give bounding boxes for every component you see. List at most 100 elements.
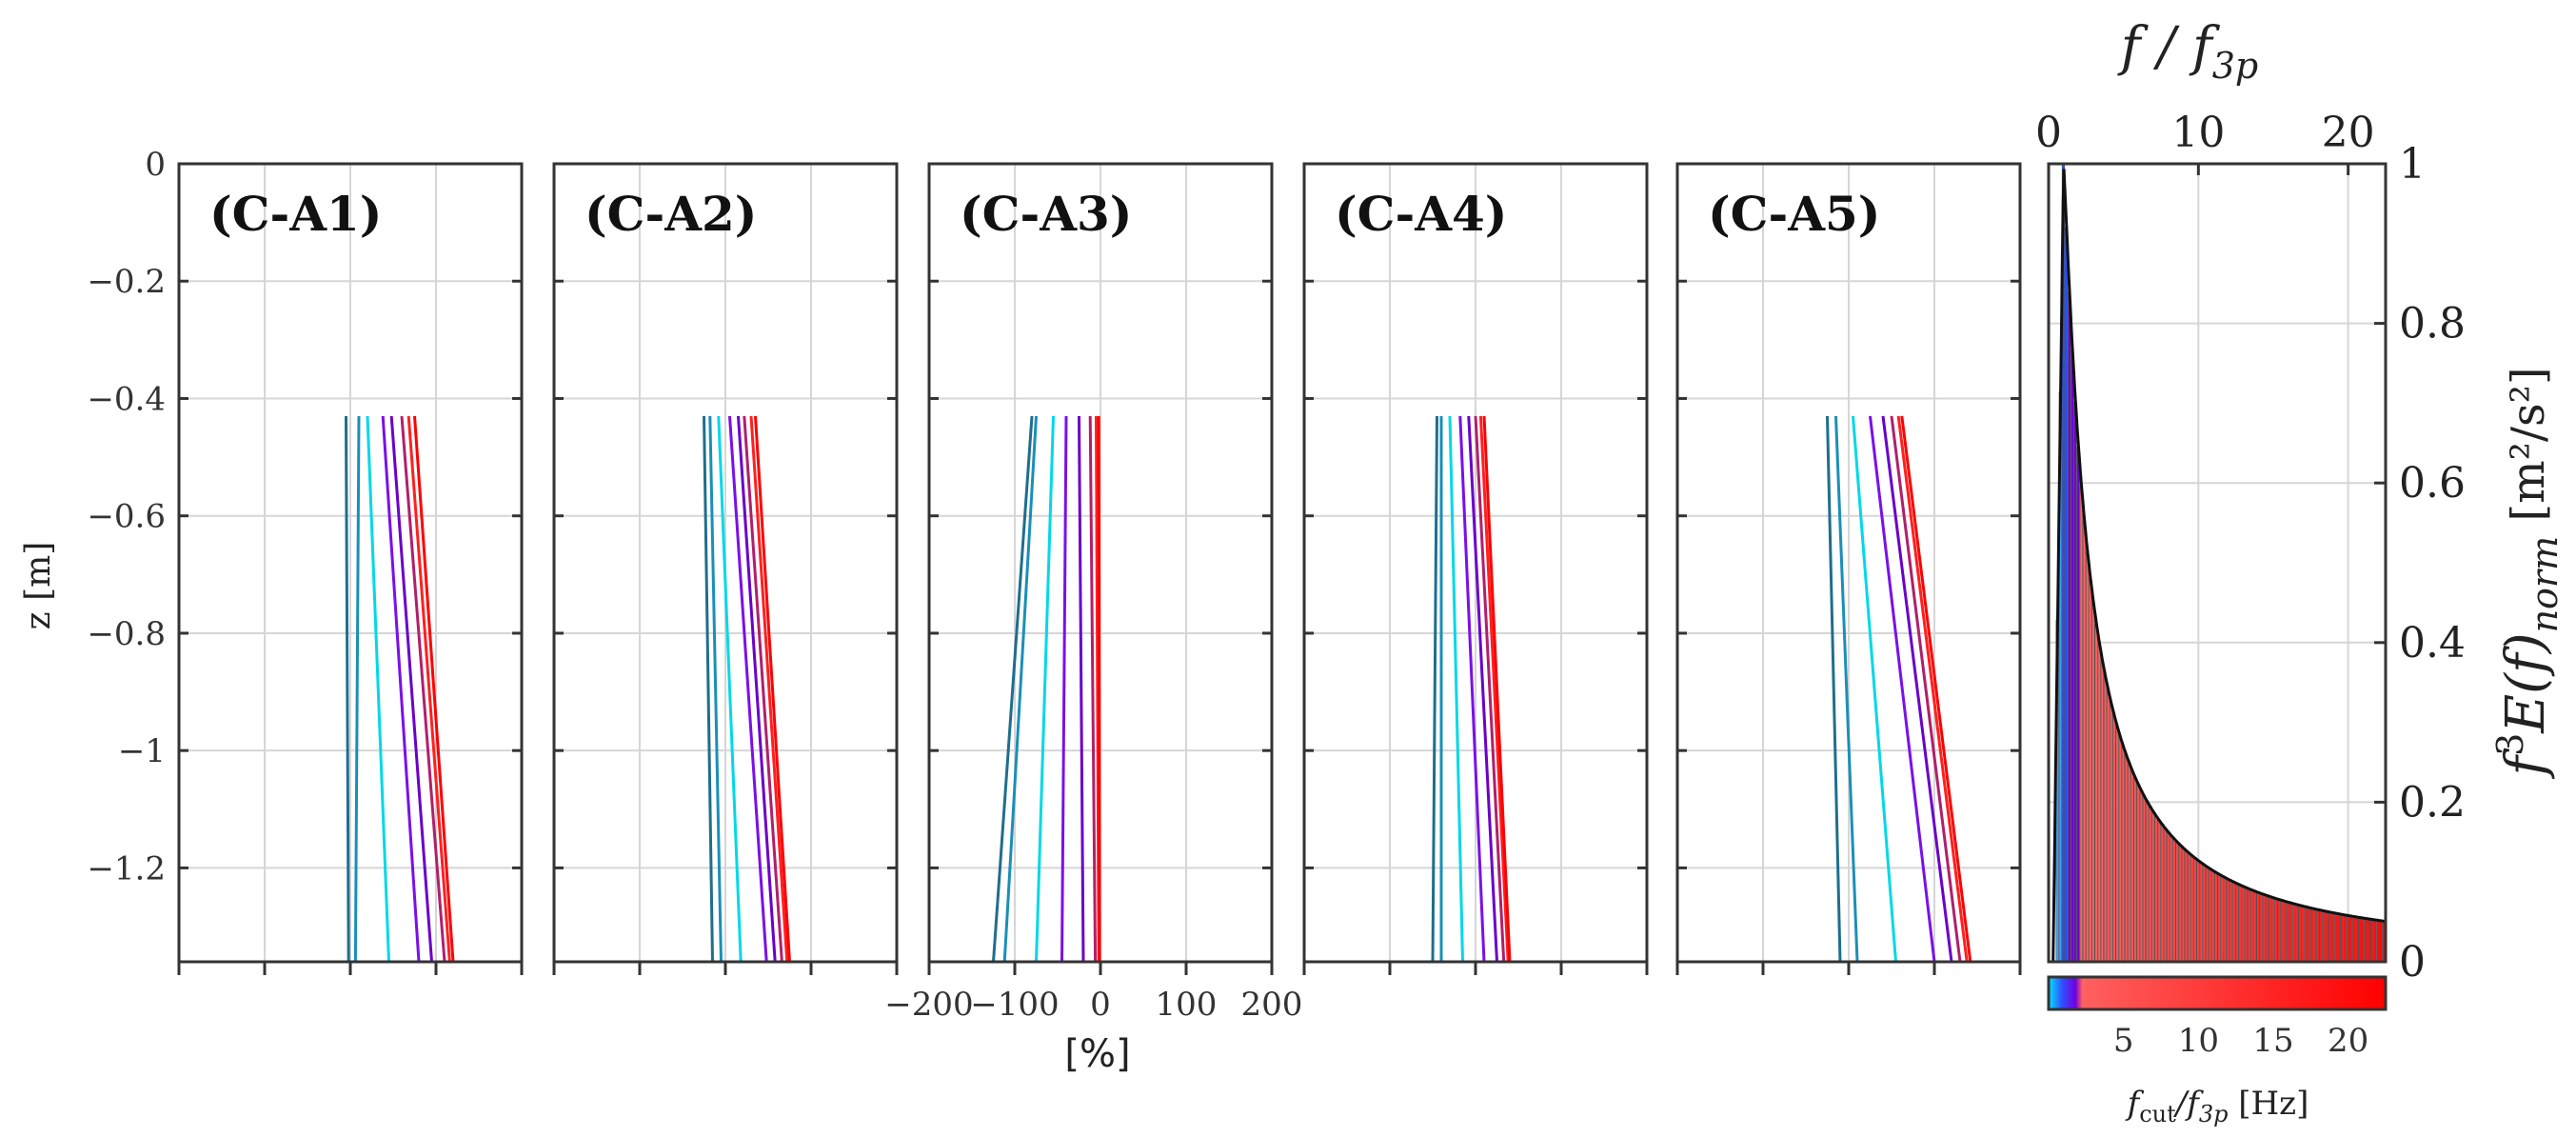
spectrum-bar [2094, 623, 2098, 963]
panel-label: (C-A3) [960, 186, 1132, 242]
spectrum-bar [2068, 291, 2071, 963]
top-x-tick-label: 10 [2171, 109, 2225, 157]
spectrum-bar [2352, 916, 2356, 963]
spectrum-frame [2047, 162, 2388, 964]
series-line-3 [1852, 415, 1897, 963]
y-tick-label: 0 [145, 146, 166, 184]
spectrum-bar [2166, 831, 2170, 963]
spectrum-envelope [2051, 169, 2387, 963]
spectrum-bar [2112, 715, 2116, 963]
spectrum-top-xlabel-sub: 3p [2212, 45, 2259, 87]
spectrum-bar [2223, 877, 2228, 963]
spectrum-bar [2229, 880, 2233, 963]
spectrum-bar [2091, 602, 2095, 963]
spectrum-bar [2100, 660, 2105, 963]
series-line-8 [1900, 415, 1972, 963]
spectrum-bar [2355, 916, 2359, 963]
spectrum-bar [2334, 912, 2338, 963]
spectrum-bar [2170, 835, 2173, 963]
spectrum-bar [2361, 917, 2365, 963]
colorbar-rect [2047, 975, 2388, 1011]
spectrum-bar [2202, 864, 2206, 963]
series-line-1 [992, 415, 1034, 963]
spectrum-bar [2241, 886, 2245, 963]
series-line-3 [717, 415, 743, 963]
spectrum-bar [2071, 349, 2074, 963]
spectrum-bar [2262, 894, 2266, 963]
panel-label: (C-A4) [1335, 186, 1507, 242]
spectrum-bar [2124, 754, 2129, 963]
spectrum-bar [2379, 920, 2383, 963]
series-line-1 [1826, 415, 1842, 963]
series-line-4 [381, 415, 421, 963]
spectrum-bar [2184, 850, 2189, 963]
series-line-2 [353, 415, 361, 963]
spectrum-bar [2325, 910, 2329, 963]
spectrum-bar [2310, 908, 2314, 963]
spectrum-bar [2256, 891, 2260, 963]
y-tick-label: 0.8 [2399, 300, 2466, 349]
spectrum-bar [2277, 899, 2281, 963]
series-line-3 [366, 415, 390, 963]
spectrum-bar [2250, 889, 2254, 963]
spectrum-bar [2154, 815, 2158, 963]
x-tick-label: 200 [1241, 986, 1303, 1024]
profile-panel-1: (C-A1) 0 −0.2 −0.4 −0.6 −0.8 −1 −1.2 [87, 146, 524, 975]
series-line-5 [389, 415, 433, 963]
series-line-8 [754, 415, 791, 963]
spectrum-bar [2322, 910, 2326, 963]
spectrum-bar [2247, 888, 2251, 963]
spectrum-bar [2110, 703, 2113, 963]
spectrum-bar [2128, 763, 2131, 963]
spectrum-bar [2160, 824, 2164, 963]
spectrum-bar [2244, 887, 2249, 963]
y-tick-label: 0.2 [2399, 778, 2466, 827]
series-line-1 [345, 415, 350, 963]
spectrum-bar [2348, 915, 2353, 963]
series-line-7 [406, 415, 451, 963]
series-line-5 [1881, 415, 1953, 963]
series-line-8 [1097, 415, 1101, 963]
series-line-6 [743, 415, 783, 963]
x-tick-label: 100 [1156, 986, 1218, 1024]
z-axis-label: z [m] [19, 542, 58, 630]
cb-sub: cut [2139, 1101, 2176, 1127]
spectrum-bar [2301, 906, 2305, 963]
top-x-tick-label: 0 [2035, 109, 2062, 157]
profile-panel-5: (C-A5) [1675, 162, 2022, 975]
spectrum-bar [2271, 897, 2275, 963]
spectrum-bar [2149, 807, 2152, 963]
spectrum-bar [2232, 882, 2236, 963]
colorbar: 5 10 15 20 [2047, 975, 2388, 1060]
series-line-5 [737, 415, 777, 963]
spectrum-bar [2118, 736, 2122, 963]
spectrum-bar [2253, 890, 2257, 963]
spectrum-bar [2331, 912, 2335, 963]
spectrum-bar [2199, 862, 2203, 963]
spectrum-bar [2107, 690, 2110, 963]
spectrum-bar [2316, 908, 2320, 963]
profile-panel-2: (C-A2) [552, 162, 899, 975]
colorbar-label: fcut/f3p [Hz] [2125, 1085, 2309, 1127]
x-tick-label: −200 [884, 986, 973, 1024]
spectrum-bar [2238, 885, 2242, 963]
spectrum-bar [2337, 913, 2341, 963]
spectrum-bar [2220, 875, 2224, 963]
y-tick-label: −0.4 [87, 380, 166, 418]
panel-label: (C-A2) [585, 186, 757, 242]
spectrum-bar [2188, 852, 2191, 963]
spectrum-bar [2295, 904, 2299, 963]
spectrum-bar [2340, 913, 2344, 963]
spectrum-bar [2304, 907, 2308, 963]
spectrum-bar [2298, 905, 2302, 963]
series-line-2 [1002, 415, 1038, 963]
series-line-4 [1060, 415, 1068, 963]
cb-sub2: 3p [2199, 1101, 2229, 1127]
series-line-4 [1869, 415, 1936, 963]
y-tick-label: −1.2 [87, 849, 166, 888]
spectrum-bar [2209, 868, 2212, 963]
series-line-5 [1078, 415, 1085, 963]
spectrum-bar [2076, 447, 2080, 963]
spectrum-bar [2181, 848, 2185, 963]
